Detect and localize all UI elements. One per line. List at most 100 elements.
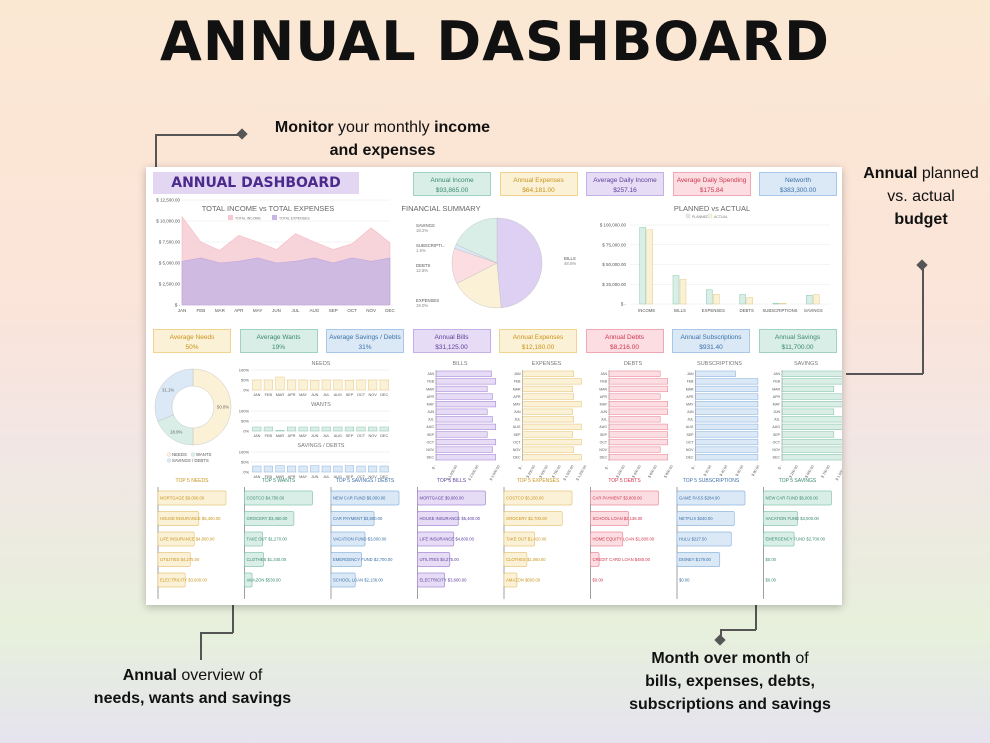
pie-pct: 18.2% <box>416 228 428 233</box>
kpi-value: $12,180.00 <box>521 344 555 351</box>
month-column <box>263 426 273 432</box>
month-bar <box>781 370 842 377</box>
top5-bar <box>157 490 227 506</box>
pie-pct: 12.8% <box>416 268 428 273</box>
x-tick-label: $ 500.00 <box>804 465 814 479</box>
legend-label: ACTUAL <box>714 215 728 219</box>
x-tick-label: $ 750.00 <box>551 465 561 479</box>
x-tick-label: SEP <box>329 308 338 313</box>
x-tick-label: SEP <box>346 475 354 479</box>
note-monitor: Monitor your monthly income and expenses <box>250 116 515 162</box>
connector-dot <box>916 259 928 271</box>
x-tick-label: SEP <box>346 393 354 397</box>
month-bar <box>522 408 573 415</box>
note-bold: bills, expenses, debts, <box>645 673 815 690</box>
x-tick-label: MAR <box>276 393 285 397</box>
x-tick-label: NOV <box>369 475 378 479</box>
kpi-top: Annual Expenses $64,181.00 <box>499 172 578 196</box>
y-tick-label: SEP <box>773 433 781 437</box>
month-column <box>344 465 355 473</box>
bar-planned <box>806 295 813 305</box>
x-tick-label: DEC <box>380 434 388 438</box>
month-column <box>333 379 343 391</box>
y-tick-label: MAR <box>513 387 521 391</box>
top5-label: GAME PASS $284.90 <box>679 496 720 501</box>
month-bar <box>781 378 842 385</box>
top5-label: SCHOOL LOAN $2,136.00 <box>593 516 644 521</box>
y-tick-label: JUN <box>773 410 780 414</box>
chart-title: SUBSCRIPTIONS <box>697 361 742 367</box>
bar-planned <box>672 275 680 305</box>
month-bar <box>781 385 835 393</box>
x-tick-label: $ 600.00 <box>647 465 657 479</box>
x-tick-label: $ 800.00 <box>663 465 673 479</box>
y-tick-label: JAN <box>514 372 521 376</box>
month-bar <box>695 438 759 446</box>
chart-title: TOP 5 DEBTS <box>608 478 641 484</box>
top5-bar <box>676 490 746 506</box>
chart-title: BILLS <box>453 361 468 367</box>
y-tick-label: AUG <box>426 425 434 429</box>
y-tick-label: MAR <box>426 387 434 391</box>
kpi-value: $383,300.00 <box>779 187 817 194</box>
kpi-mid: Annual Savings $11,700.00 <box>758 329 837 353</box>
x-tick-label: JAN <box>178 308 187 313</box>
pie-label: BILLS <box>564 256 576 261</box>
x-tick-label: EXPENSES <box>702 308 725 313</box>
top5-label: $0.00 <box>593 578 604 583</box>
pie-label: DEBTS <box>416 263 430 268</box>
top5-label: ELECTRICITY $3,600.00 <box>420 578 468 583</box>
month-column <box>368 426 378 432</box>
x-tick-label: MAR <box>276 475 285 479</box>
top5-bar <box>503 490 573 506</box>
x-tick-label: JUN <box>311 393 319 397</box>
month-bar <box>522 454 582 461</box>
month-bar <box>695 378 759 385</box>
month-bar <box>522 438 582 446</box>
x-tick-label: SUBSCRIPTIONS <box>762 308 797 313</box>
kpi-value: $257.16 <box>613 187 637 194</box>
y-tick-label: MAR <box>686 387 694 391</box>
y-tick-label: MAY <box>686 402 694 406</box>
top5-bar <box>590 531 624 547</box>
x-tick-label: $ 400.00 <box>631 465 641 479</box>
x-tick-label: JUL <box>291 308 299 313</box>
y-tick-label: SEP <box>686 433 694 437</box>
x-tick-label: JAN <box>253 475 260 479</box>
top5-bar <box>676 511 735 526</box>
month-column <box>287 426 297 432</box>
top5-label: $0.00 <box>679 578 690 583</box>
x-tick-label: JAN <box>253 434 260 438</box>
bar-actual <box>646 229 653 305</box>
kpi-label: Average Daily Income <box>593 177 657 184</box>
month-bar <box>608 431 669 438</box>
kpi-label: Annual Expenses <box>512 334 564 341</box>
month-bar <box>522 431 573 438</box>
month-bar <box>695 370 736 377</box>
note-text: overview of <box>176 667 263 684</box>
y-tick-label: NOV <box>686 448 694 452</box>
x-tick-label: DEC <box>380 393 388 397</box>
x-tick-label: MAY <box>299 434 307 438</box>
x-tick-label: MAY <box>299 475 307 479</box>
dashboard-preview: ANNUAL DASHBOARD Annual Income $93,865.00… <box>146 167 842 605</box>
area-series-total-expenses <box>181 257 391 306</box>
bar-actual <box>779 303 787 305</box>
month-column <box>275 465 285 473</box>
month-bar <box>781 454 842 461</box>
bar-planned <box>772 302 780 305</box>
connector-line <box>155 134 245 136</box>
month-column <box>298 465 308 473</box>
bar-actual <box>713 294 720 305</box>
top5-bar <box>763 531 795 547</box>
top5-label: VACATION FUND $3,000.00 <box>766 516 820 521</box>
x-tick-label: $ 2,000.00 <box>468 465 480 482</box>
y-tick-label: APR <box>686 395 694 399</box>
month-column <box>275 430 285 432</box>
month-bar <box>695 401 759 408</box>
connector-line <box>200 632 202 660</box>
month-bar <box>435 416 493 423</box>
x-tick-label: MAR <box>215 308 226 313</box>
x-tick-label: AUG <box>309 308 319 313</box>
month-bar <box>781 393 842 400</box>
